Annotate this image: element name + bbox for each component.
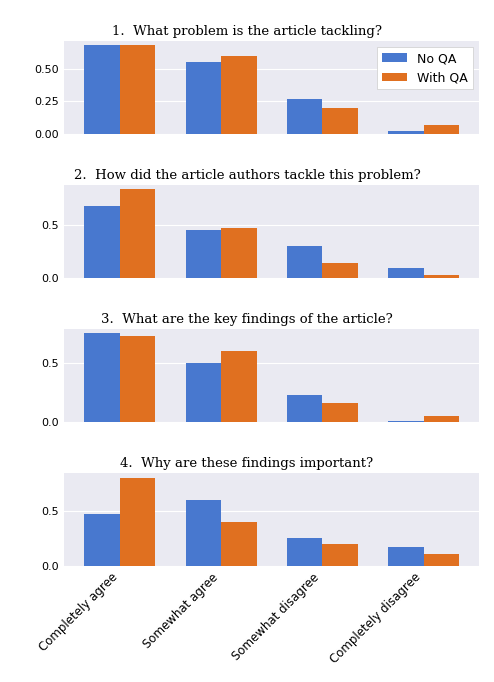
Bar: [388, 268, 423, 278]
Bar: [423, 125, 459, 134]
Legend: No QA, With QA: No QA, With QA: [377, 47, 473, 89]
Bar: [423, 416, 459, 422]
Bar: [388, 547, 423, 566]
Text: 1.  What problem is the article tackling?: 1. What problem is the article tackling?: [112, 25, 382, 38]
Bar: [423, 554, 459, 566]
Text: 2.  How did the article authors tackle this problem?: 2. How did the article authors tackle th…: [74, 168, 420, 181]
Bar: [423, 275, 459, 278]
Text: 3.  What are the key findings of the article?: 3. What are the key findings of the arti…: [101, 312, 393, 325]
Bar: [287, 246, 322, 278]
Bar: [388, 131, 423, 134]
Bar: [221, 522, 256, 566]
Bar: [221, 56, 256, 134]
Bar: [322, 403, 358, 422]
Bar: [221, 351, 256, 422]
Bar: [84, 45, 120, 134]
Bar: [322, 108, 358, 134]
Bar: [322, 544, 358, 566]
Bar: [84, 333, 120, 422]
Bar: [322, 263, 358, 278]
Bar: [287, 538, 322, 566]
Text: 4.  Why are these findings important?: 4. Why are these findings important?: [121, 457, 373, 470]
Bar: [84, 514, 120, 566]
Bar: [186, 230, 221, 278]
Bar: [221, 228, 256, 278]
Bar: [287, 99, 322, 134]
Bar: [120, 190, 155, 278]
Bar: [388, 421, 423, 422]
Bar: [120, 45, 155, 134]
Bar: [120, 477, 155, 566]
Bar: [287, 395, 322, 422]
Bar: [120, 336, 155, 422]
Bar: [186, 62, 221, 134]
Bar: [84, 207, 120, 278]
Bar: [186, 500, 221, 566]
Bar: [186, 363, 221, 422]
